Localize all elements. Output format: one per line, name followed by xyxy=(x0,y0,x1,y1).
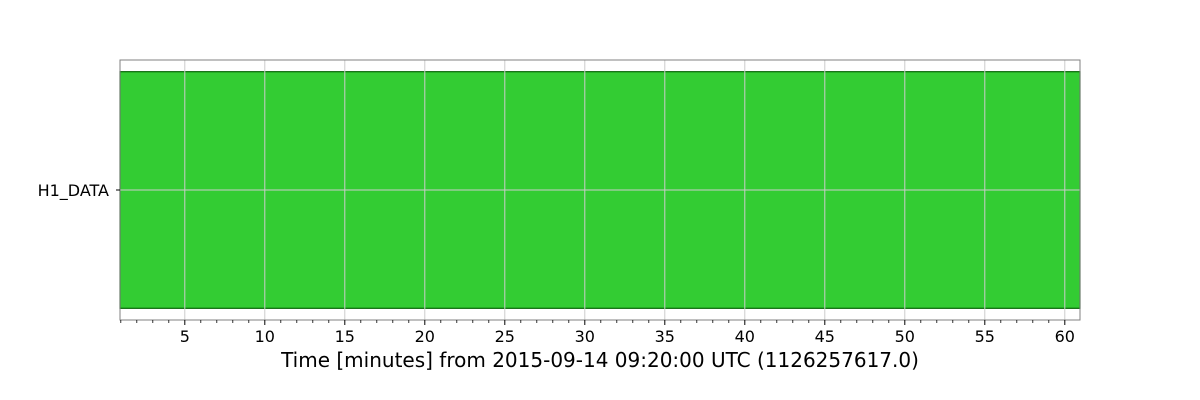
x-tick-label-55: 55 xyxy=(975,327,995,346)
x-tick-label-40: 40 xyxy=(735,327,755,346)
grid-layer xyxy=(120,60,1080,320)
y-tick-label-h1-data: H1_DATA xyxy=(38,181,109,201)
x-tick-label-35: 35 xyxy=(655,327,675,346)
x-tick-label-15: 15 xyxy=(335,327,355,346)
x-tick-label-20: 20 xyxy=(415,327,435,346)
x-tick-label-10: 10 xyxy=(255,327,275,346)
x-axis-label: Time [minutes] from 2015-09-14 09:20:00 … xyxy=(280,348,919,372)
x-tick-label-25: 25 xyxy=(495,327,515,346)
x-tick-label-30: 30 xyxy=(575,327,595,346)
x-tick-label-50: 50 xyxy=(895,327,915,346)
x-tick-label-5: 5 xyxy=(180,327,190,346)
x-tick-label-60: 60 xyxy=(1055,327,1075,346)
ticks-layer: H1_DATA 5 10 15 20 25 30 35 40 45 50 55 60 xyxy=(38,181,1075,346)
x-tick-label-45: 45 xyxy=(815,327,835,346)
